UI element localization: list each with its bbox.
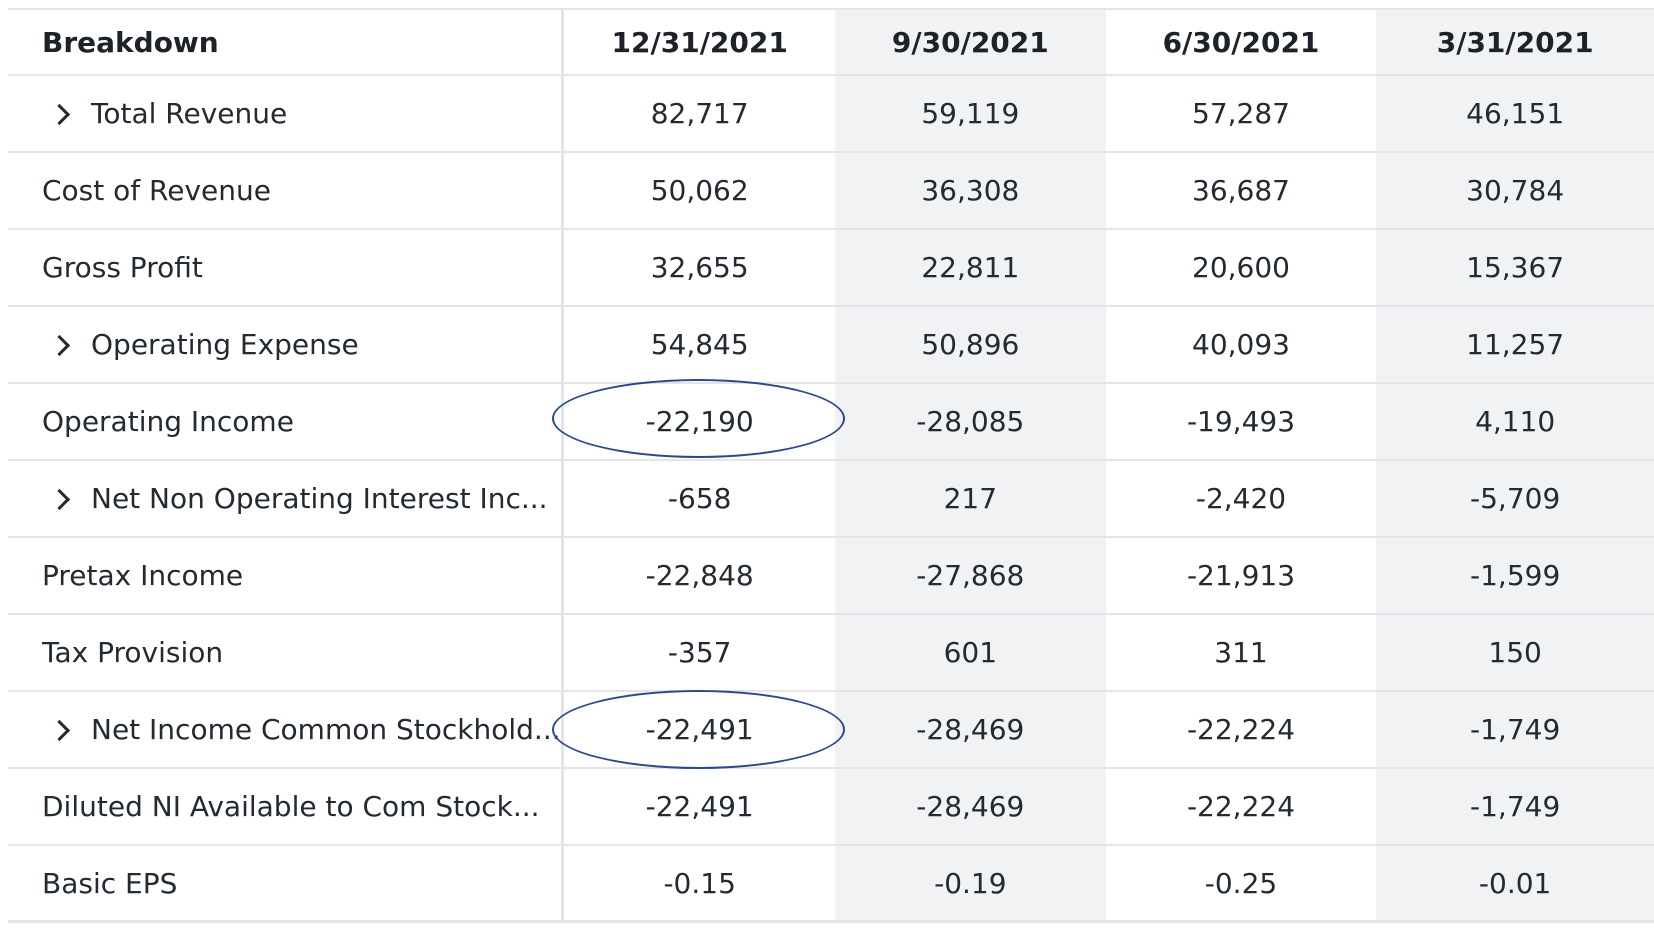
column-header-9-30-2021: 9/30/2021 xyxy=(835,10,1106,74)
chevron-right-icon[interactable] xyxy=(48,719,71,741)
value-cell: 22,811 xyxy=(835,230,1106,305)
value-cell: -22,224 xyxy=(1186,790,1296,823)
value-cell: -22,491 xyxy=(645,713,754,746)
value-cell: 59,119 xyxy=(835,76,1106,151)
value-cell: 601 xyxy=(835,615,1106,690)
value-cell: -0.01 xyxy=(1376,846,1654,920)
value-cell: 40,093 xyxy=(1192,328,1290,361)
value-cell: 36,687 xyxy=(1192,174,1290,207)
row-label[interactable]: Total Revenue xyxy=(8,76,565,151)
chevron-right-icon[interactable] xyxy=(48,103,71,125)
value-cell: 4,110 xyxy=(1376,384,1654,459)
value-cell: 150 xyxy=(1376,615,1654,690)
value-cell: -22,848 xyxy=(645,559,754,592)
table-row-pretax-income: Pretax Income -22,848 -27,868 -21,913 -1… xyxy=(8,538,1654,615)
value-cell: -22,491 xyxy=(645,790,754,823)
value-cell: -0.25 xyxy=(1204,866,1278,900)
value-cell: -19,493 xyxy=(1186,405,1296,438)
row-label: Gross Profit xyxy=(8,230,565,305)
value-cell: 32,655 xyxy=(650,251,749,284)
table-row-cost-of-revenue: Cost of Revenue 50,062 36,308 36,687 30,… xyxy=(8,153,1654,230)
value-cell: 46,151 xyxy=(1376,76,1654,151)
row-label[interactable]: Net Non Operating Interest Inc... xyxy=(8,461,565,536)
column-header-12-31-2021: 12/31/2021 xyxy=(611,25,788,59)
value-cell: 217 xyxy=(835,461,1106,536)
table-row-operating-expense[interactable]: Operating Expense 54,845 50,896 40,093 1… xyxy=(8,307,1654,384)
value-cell: -21,913 xyxy=(1186,559,1296,592)
value-cell: -1,599 xyxy=(1376,538,1654,613)
value-cell: 11,257 xyxy=(1376,307,1654,382)
table-row-diluted-ni-available: Diluted NI Available to Com Stock... -22… xyxy=(8,769,1654,846)
chevron-right-icon[interactable] xyxy=(48,488,71,510)
table-row-net-non-operating-interest[interactable]: Net Non Operating Interest Inc... -658 2… xyxy=(8,461,1654,538)
row-label[interactable]: Net Income Common Stockhold... xyxy=(8,692,565,767)
value-cell: -1,749 xyxy=(1376,769,1654,844)
value-cell: -22,224 xyxy=(1186,713,1296,746)
row-label-text: Net Income Common Stockhold... xyxy=(91,713,561,746)
value-cell: -0.19 xyxy=(835,846,1106,920)
income-statement-table: Breakdown 12/31/2021 9/30/2021 6/30/2021… xyxy=(8,8,1654,932)
value-cell: 15,367 xyxy=(1376,230,1654,305)
value-cell: -22,190 xyxy=(645,405,754,438)
column-header-3-31-2021: 3/31/2021 xyxy=(1376,10,1654,74)
value-cell: -2,420 xyxy=(1195,482,1287,515)
value-cell: -357 xyxy=(667,636,732,669)
row-label-text: Operating Expense xyxy=(91,328,359,361)
value-cell: 50,896 xyxy=(835,307,1106,382)
breakdown-header: Breakdown xyxy=(8,10,565,74)
row-label: Basic EPS xyxy=(8,846,565,920)
value-cell: -658 xyxy=(667,482,732,515)
table-row-net-income-common-stockholders[interactable]: Net Income Common Stockhold... -22,491 -… xyxy=(8,692,1654,769)
table-row-gross-profit: Gross Profit 32,655 22,811 20,600 15,367 xyxy=(8,230,1654,307)
value-cell: 36,308 xyxy=(835,153,1106,228)
value-cell: 311 xyxy=(1214,636,1268,669)
table-row-basic-eps: Basic EPS -0.15 -0.19 -0.25 -0.01 xyxy=(8,846,1654,923)
table-row-total-revenue[interactable]: Total Revenue 82,717 59,119 57,287 46,15… xyxy=(8,76,1654,153)
value-cell: -28,469 xyxy=(835,769,1106,844)
value-cell: 54,845 xyxy=(650,328,749,361)
row-label: Operating Income xyxy=(8,384,565,459)
row-label-text: Net Non Operating Interest Inc... xyxy=(91,482,548,515)
row-label: Tax Provision xyxy=(8,615,565,690)
value-cell: -27,868 xyxy=(835,538,1106,613)
table-row-operating-income: Operating Income -22,190 -28,085 -19,493… xyxy=(8,384,1654,461)
value-cell: -28,085 xyxy=(835,384,1106,459)
value-cell: 30,784 xyxy=(1376,153,1654,228)
value-cell: 50,062 xyxy=(650,174,749,207)
value-cell: 82,717 xyxy=(650,97,749,130)
column-header-6-30-2021: 6/30/2021 xyxy=(1162,25,1320,59)
value-cell: -5,709 xyxy=(1376,461,1654,536)
table-header-row: Breakdown 12/31/2021 9/30/2021 6/30/2021… xyxy=(8,8,1654,76)
row-label-text: Total Revenue xyxy=(91,97,288,130)
row-label: Cost of Revenue xyxy=(8,153,565,228)
value-cell: 20,600 xyxy=(1192,251,1290,284)
row-label: Pretax Income xyxy=(8,538,565,613)
value-cell: -28,469 xyxy=(835,692,1106,767)
value-cell: -1,749 xyxy=(1376,692,1654,767)
value-cell: 57,287 xyxy=(1192,97,1290,130)
table-row-tax-provision: Tax Provision -357 601 311 150 xyxy=(8,615,1654,692)
chevron-right-icon[interactable] xyxy=(48,334,71,356)
value-cell: -0.15 xyxy=(663,866,736,900)
row-label[interactable]: Operating Expense xyxy=(8,307,565,382)
row-label: Diluted NI Available to Com Stock... xyxy=(8,769,565,844)
